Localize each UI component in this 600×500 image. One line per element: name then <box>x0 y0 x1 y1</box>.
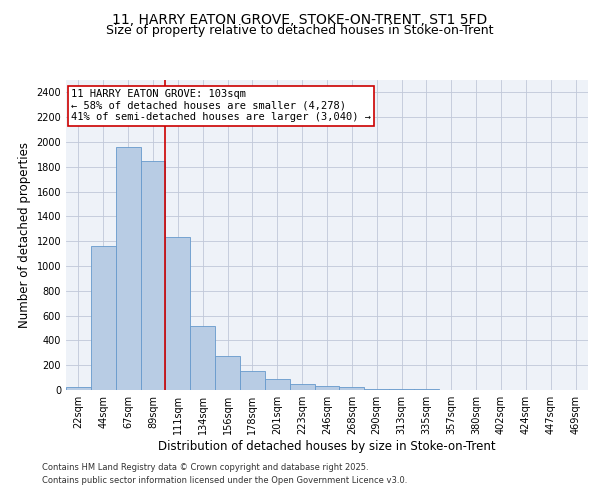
Bar <box>314 386 340 390</box>
Bar <box>389 389 414 390</box>
Bar <box>290 384 314 390</box>
Bar <box>340 386 364 390</box>
Text: Contains HM Land Registry data © Crown copyright and database right 2025.: Contains HM Land Registry data © Crown c… <box>42 464 368 472</box>
Bar <box>91 246 116 390</box>
X-axis label: Distribution of detached houses by size in Stoke-on-Trent: Distribution of detached houses by size … <box>158 440 496 453</box>
Bar <box>66 387 91 390</box>
Text: Contains public sector information licensed under the Open Government Licence v3: Contains public sector information licen… <box>42 476 407 485</box>
Text: 11, HARRY EATON GROVE, STOKE-ON-TRENT, ST1 5FD: 11, HARRY EATON GROVE, STOKE-ON-TRENT, S… <box>112 12 488 26</box>
Bar <box>116 147 140 390</box>
Text: Size of property relative to detached houses in Stoke-on-Trent: Size of property relative to detached ho… <box>106 24 494 37</box>
Bar <box>265 380 290 390</box>
Bar <box>140 160 166 390</box>
Bar <box>364 388 389 390</box>
Bar <box>215 356 240 390</box>
Text: 11 HARRY EATON GROVE: 103sqm
← 58% of detached houses are smaller (4,278)
41% of: 11 HARRY EATON GROVE: 103sqm ← 58% of de… <box>71 90 371 122</box>
Bar <box>166 238 190 390</box>
Bar <box>190 326 215 390</box>
Bar <box>240 371 265 390</box>
Y-axis label: Number of detached properties: Number of detached properties <box>18 142 31 328</box>
